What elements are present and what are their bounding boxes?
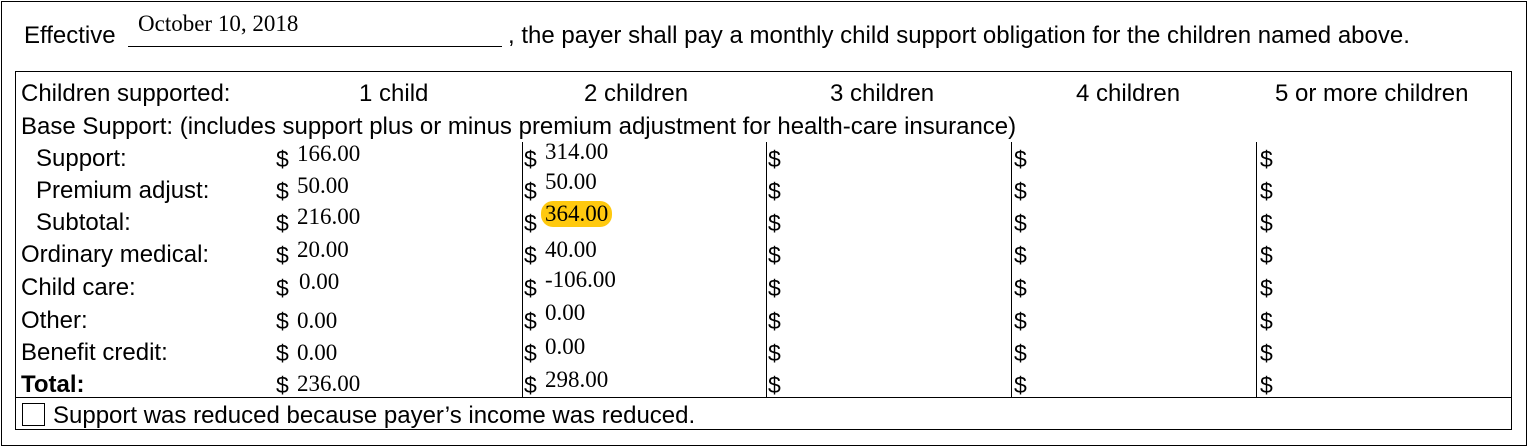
currency-symbol: $	[1014, 340, 1027, 366]
currency-symbol: $	[1260, 178, 1273, 204]
children-supported-label: Children supported:	[21, 80, 231, 107]
currency-symbol: $	[768, 275, 781, 301]
currency-symbol: $	[276, 340, 289, 366]
currency-symbol: $	[768, 242, 781, 268]
currency-symbol: $	[768, 210, 781, 236]
col1-benefit-field[interactable]: 0.00	[297, 340, 338, 365]
currency-symbol: $	[524, 178, 537, 204]
currency-symbol: $	[768, 146, 781, 172]
reduced-income-checkbox[interactable]	[22, 403, 45, 426]
support-table: Children supported: 1 child 2 children 3…	[15, 71, 1512, 430]
currency-symbol: $	[276, 146, 289, 172]
currency-symbol: $	[276, 308, 289, 334]
currency-symbol: $	[1014, 308, 1027, 334]
currency-symbol: $	[1260, 372, 1273, 398]
currency-symbol: $	[1014, 210, 1027, 236]
col2-support-field[interactable]: 314.00	[545, 139, 609, 164]
currency-symbol: $	[524, 210, 537, 236]
col2-medical-field[interactable]: 40.00	[545, 237, 597, 262]
col1-premium-field[interactable]: 50.00	[297, 173, 349, 198]
col-divider-3	[766, 142, 767, 397]
currency-symbol: $	[1014, 275, 1027, 301]
currency-symbol: $	[1260, 340, 1273, 366]
currency-symbol: $	[1014, 178, 1027, 204]
col2-total-field[interactable]: 298.00	[545, 367, 609, 392]
col1-subtotal-field[interactable]: 216.00	[297, 204, 361, 229]
col-divider-5	[1256, 142, 1257, 397]
currency-symbol: $	[276, 242, 289, 268]
col-header-2: 2 children	[584, 80, 689, 107]
row-label-total: Total:	[21, 371, 85, 398]
row-label-subtotal: Subtotal:	[36, 209, 131, 236]
currency-symbol: $	[1260, 146, 1273, 172]
effective-prefix: Effective	[24, 22, 116, 49]
currency-symbol: $	[276, 275, 289, 301]
col-header-4: 4 children	[1076, 80, 1181, 107]
currency-symbol: $	[768, 372, 781, 398]
currency-symbol: $	[524, 242, 537, 268]
row-label-support: Support:	[36, 145, 127, 172]
col2-subtotal-field[interactable]: 364.00	[541, 201, 613, 227]
row-label-ordinary-medical: Ordinary medical:	[21, 241, 210, 268]
col1-medical-field[interactable]: 20.00	[297, 237, 349, 262]
currency-symbol: $	[524, 372, 537, 398]
base-support-note: Base Support: (includes support plus or …	[21, 113, 1017, 140]
col1-support-field[interactable]: 166.00	[297, 141, 361, 166]
row-label-other: Other:	[21, 307, 88, 334]
row-label-child-care: Child care:	[21, 274, 136, 301]
currency-symbol: $	[524, 340, 537, 366]
col-divider-2	[522, 142, 523, 397]
currency-symbol: $	[1014, 242, 1027, 268]
col1-other-field[interactable]: 0.00	[297, 308, 338, 333]
row-label-premium-adjust: Premium adjust:	[36, 177, 210, 204]
col2-premium-field[interactable]: 50.00	[545, 169, 597, 194]
col2-benefit-field[interactable]: 0.00	[545, 334, 586, 359]
currency-symbol: $	[276, 178, 289, 204]
currency-symbol: $	[1260, 308, 1273, 334]
currency-symbol: $	[276, 372, 289, 398]
currency-symbol: $	[524, 308, 537, 334]
col-header-3: 3 children	[830, 80, 935, 107]
currency-symbol: $	[1260, 242, 1273, 268]
col1-childcare-field[interactable]: 0.00	[299, 269, 340, 294]
col2-other-field[interactable]: 0.00	[545, 300, 586, 325]
currency-symbol: $	[1260, 275, 1273, 301]
currency-symbol: $	[768, 308, 781, 334]
effective-date-field[interactable]: October 10, 2018	[138, 11, 299, 36]
currency-symbol: $	[1014, 372, 1027, 398]
currency-symbol: $	[768, 340, 781, 366]
row-label-benefit-credit: Benefit credit:	[21, 339, 168, 366]
col-divider-4	[1011, 142, 1012, 397]
currency-symbol: $	[1014, 146, 1027, 172]
col2-childcare-field[interactable]: -106.00	[545, 267, 616, 292]
currency-symbol: $	[768, 178, 781, 204]
col1-total-field[interactable]: 236.00	[297, 371, 361, 396]
currency-symbol: $	[1260, 210, 1273, 236]
currency-symbol: $	[524, 146, 537, 172]
reduced-income-label: Support was reduced because payer’s inco…	[53, 402, 696, 429]
checkbox-row-divider	[16, 397, 1511, 398]
col-header-1: 1 child	[359, 80, 429, 107]
effective-suffix: , the payer shall pay a monthly child su…	[508, 22, 1410, 49]
currency-symbol: $	[524, 275, 537, 301]
currency-symbol: $	[276, 210, 289, 236]
col-header-5: 5 or more children	[1275, 80, 1469, 107]
effective-date-underline	[128, 46, 502, 47]
